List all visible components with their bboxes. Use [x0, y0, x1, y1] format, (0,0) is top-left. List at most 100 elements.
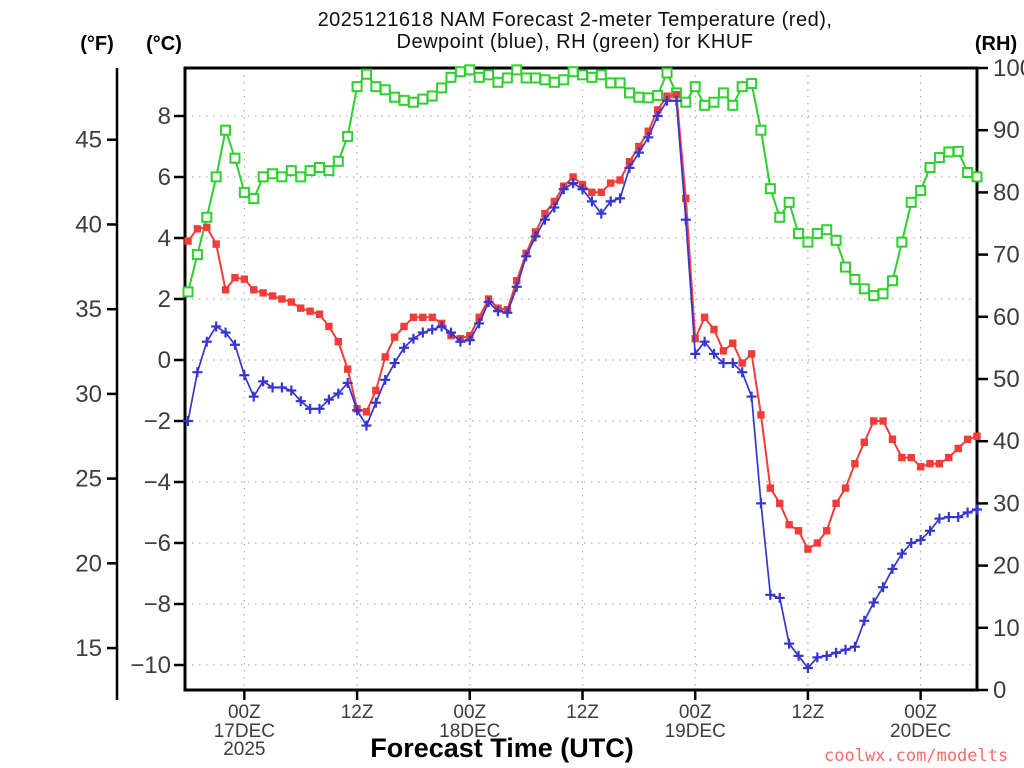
rh-tick-label: 0 — [993, 677, 1006, 704]
temperature-marker — [588, 188, 596, 196]
temperature-marker — [390, 333, 399, 341]
temperature-marker — [691, 334, 699, 343]
rh-marker — [915, 185, 927, 197]
rh-marker — [905, 196, 917, 208]
temperature-marker — [757, 411, 765, 419]
rh-marker — [661, 67, 673, 79]
rh-marker — [717, 87, 729, 99]
temperature-marker — [287, 298, 296, 306]
time-tick-label: 00Z — [228, 702, 261, 723]
temperature-marker — [644, 127, 652, 135]
rh-marker — [774, 211, 786, 223]
time-tick-year: 2025 — [223, 739, 265, 760]
watermark-link[interactable]: coolwx.com/modelts — [824, 746, 1008, 766]
rh-marker — [727, 99, 739, 111]
temperature-marker — [362, 408, 371, 416]
temperature-marker — [343, 365, 352, 373]
rh-marker — [567, 66, 579, 78]
temperature-marker — [729, 339, 737, 347]
temperature-marker — [297, 304, 305, 312]
rh-marker — [229, 152, 241, 164]
temperature-marker — [813, 539, 822, 547]
temperature-marker — [785, 521, 793, 529]
rh-marker — [699, 99, 711, 111]
temperature-marker — [710, 325, 718, 334]
rh-marker — [642, 92, 654, 104]
rh-marker — [952, 145, 964, 157]
rh-marker — [558, 74, 570, 86]
temperature-marker — [907, 453, 915, 462]
rh-marker — [342, 130, 354, 142]
temperature-marker — [879, 417, 887, 425]
x-axis-label: Forecast Time (UTC) — [370, 733, 634, 763]
temperature-marker — [635, 142, 643, 151]
chart-title-line1: 2025121618 NAM Forecast 2-meter Temperat… — [318, 9, 833, 31]
fahrenheit-axis-header: (°F) — [80, 33, 114, 55]
rh-marker — [220, 124, 232, 136]
temperature-marker — [325, 322, 333, 331]
rh-tick-label: 100 — [993, 55, 1024, 82]
temperature-marker — [475, 313, 483, 321]
rh-marker — [511, 64, 523, 76]
temperature-marker — [794, 527, 803, 535]
temperature-marker — [926, 460, 934, 468]
fahrenheit-tick-label: 20 — [75, 550, 102, 577]
rh-marker — [389, 91, 401, 103]
rh-marker — [886, 275, 898, 287]
temperature-marker — [381, 353, 389, 361]
rh-marker — [351, 81, 363, 93]
temperature-marker — [428, 313, 436, 321]
time-tick-label: 12Z — [566, 702, 599, 723]
rh-marker — [501, 72, 513, 84]
temperature-marker — [306, 307, 314, 315]
rh-marker — [285, 165, 297, 177]
temperature-marker — [935, 460, 944, 468]
celsius-tick-label: −6 — [144, 530, 171, 557]
temperature-marker — [860, 438, 868, 447]
celsius-tick-label: 8 — [158, 103, 171, 130]
rh-marker — [924, 162, 936, 174]
celsius-tick-label: 2 — [158, 286, 171, 313]
rh-marker — [764, 183, 776, 195]
rh-marker — [492, 76, 504, 88]
temperature-marker — [616, 176, 624, 184]
rh-marker — [379, 84, 391, 96]
rh-marker — [802, 236, 814, 248]
celsius-tick-label: 0 — [158, 347, 171, 374]
rh-tick-label: 90 — [993, 117, 1020, 144]
temperature-marker — [250, 286, 258, 294]
temperature-marker — [541, 209, 549, 218]
rh-marker — [840, 261, 851, 273]
rh-marker — [210, 171, 222, 183]
time-tick-date: 17DEC — [214, 721, 275, 742]
rh-marker — [483, 69, 495, 81]
temperature-marker — [606, 179, 615, 187]
rh-marker — [633, 91, 645, 103]
time-tick-date: 19DEC — [665, 721, 726, 742]
rh-marker — [398, 94, 410, 106]
rh-marker — [933, 152, 945, 164]
rh-marker — [191, 249, 203, 261]
fahrenheit-tick-label: 15 — [75, 635, 102, 662]
rh-marker — [858, 283, 870, 295]
temperature-marker — [832, 499, 840, 508]
rh-marker — [295, 171, 307, 183]
rh-tick-label: 20 — [993, 553, 1020, 580]
rh-tick-label: 30 — [993, 490, 1020, 517]
rh-marker — [257, 171, 269, 183]
rh-marker — [793, 227, 805, 239]
rh-tick-label: 10 — [993, 615, 1020, 642]
rh-marker — [473, 71, 485, 83]
temperature-marker — [550, 197, 559, 206]
temperature-marker — [869, 417, 878, 425]
rh-marker — [407, 96, 419, 108]
rh-marker — [868, 290, 880, 302]
temperature-marker — [973, 432, 981, 440]
temperature-series-line — [187, 93, 978, 551]
temperature-marker — [231, 273, 239, 282]
rh-axis-header: (RH) — [975, 33, 1017, 55]
temperature-marker — [804, 545, 812, 553]
rh-marker — [314, 162, 325, 174]
temperature-marker — [888, 435, 897, 443]
temperature-marker — [400, 322, 408, 331]
